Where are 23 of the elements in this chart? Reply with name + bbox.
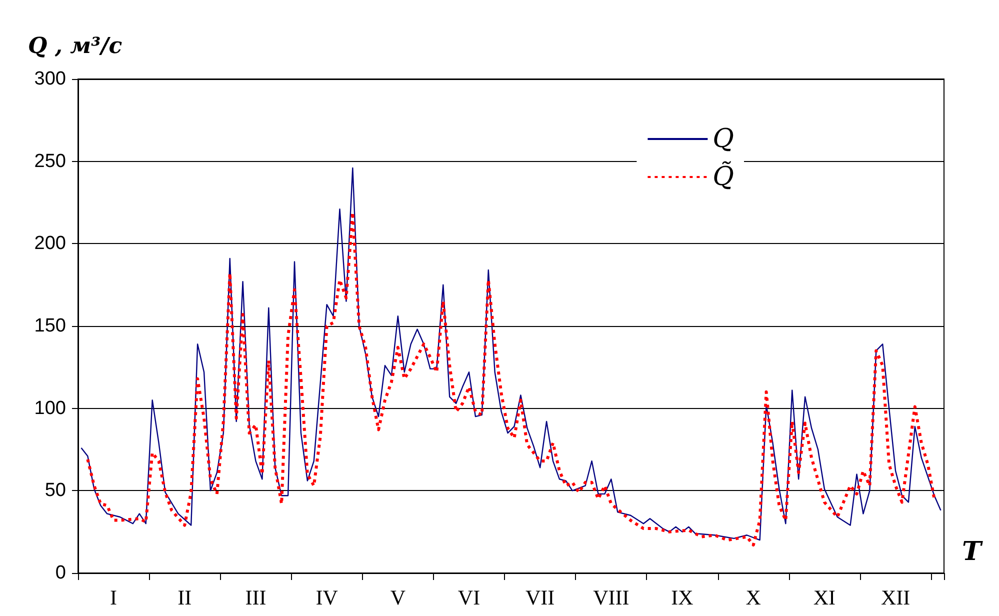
y-tick-label: 250 [34,150,66,172]
x-tick-label: XI [813,586,836,610]
y-tick-label: 150 [34,316,66,336]
x-tick-label: V [390,586,406,610]
legend-label: Q̃ [712,160,734,192]
x-tick-label: X [746,586,761,610]
x-tick-label: IX [671,586,694,610]
y-tick-label: 50 [44,480,66,502]
y-tick-label: 300 [34,68,66,90]
y-axis-title: Q , м³/с [28,33,123,59]
x-tick-label: III [245,586,266,610]
x-tick-label: II [178,586,192,610]
y-tick-label: 0 [55,562,66,584]
y-tick-label: 100 [34,398,66,419]
x-axis-title: T [962,537,983,567]
x-tick-label: I [110,586,118,610]
x-tick-label: IV [316,586,338,610]
x-tick-label: XII [880,586,910,610]
y-tick-label: 200 [34,233,66,254]
x-tick-label: VII [526,586,555,610]
x-tick-label: VI [458,586,480,610]
legend-label: Q [712,124,734,154]
x-tick-label: VIII [593,586,630,610]
